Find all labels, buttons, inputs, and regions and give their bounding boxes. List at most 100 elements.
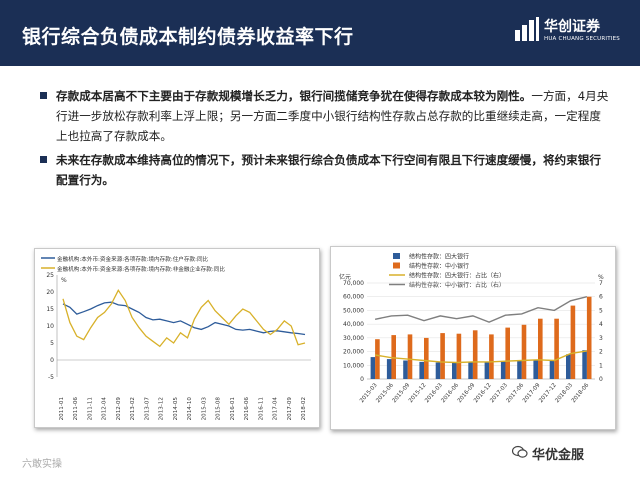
x-tick-label: 2016-01 — [230, 397, 236, 421]
structured-deposit-chart: 结构性存款：四大银行结构性存款：中小银行结构性存款：四大银行：占比（右）结构性存… — [339, 253, 604, 405]
bullet-1-text: 一方面，4月央行进一步放松存款利率上浮上限；另一方面二季度中小银行结构性存款占总… — [56, 89, 609, 143]
bar-2 — [521, 324, 527, 379]
y2-tick-label: 4 — [599, 321, 603, 328]
y-tick-label: -5 — [48, 374, 54, 381]
x-tick-label: 2016-11 — [258, 397, 264, 421]
structured-deposit-chart-panel: 结构性存款：四大银行 结构性存款：中小银行结构性存款：四大银行：占比（右） 结构性存… — [330, 246, 616, 430]
bar-2 — [570, 305, 576, 379]
bar-2 — [407, 334, 413, 379]
x-tick-label: 2013-12 — [159, 397, 165, 420]
y-axis-unit: % — [61, 277, 67, 284]
bullet-2-bold: 未来在存款成本维持高位的情况下，预计未来银行综合负债成本下行空间有限且下行速度缓… — [56, 153, 601, 187]
y2-tick-label: 7 — [599, 280, 603, 287]
logo-mark-icon — [515, 17, 539, 41]
bar-1 — [403, 360, 408, 379]
bar-2 — [586, 296, 592, 379]
ratio-line-2 — [374, 296, 588, 323]
bullet-item-1: 存款成本居高不下主要由于存款规模增长乏力，银行间揽储竞争犹在使得存款成本较为刚性… — [40, 86, 612, 146]
legend-swatch-1 — [393, 253, 400, 259]
x-tick-label: 2011-01 — [59, 397, 65, 421]
slide-header: 银行综合负债成本制约债券收益率下行 华创证券 HUA CHUANG SECURI… — [0, 0, 640, 66]
bar-1 — [419, 361, 424, 379]
right-axis-unit: % — [598, 274, 604, 281]
legend-label-4: 结构性存款：中小银行：占比（右） — [409, 281, 505, 289]
y-tick-label: 20 — [46, 289, 54, 296]
x-tick-label: 2011-11 — [87, 397, 93, 421]
bullet-item-2: 未来在存款成本维持高位的情况下，预计未来银行综合负债成本下行空间有限且下行速度缓… — [40, 150, 612, 190]
x-tick-label: 2013-02 — [130, 397, 136, 420]
bar-1 — [386, 359, 392, 379]
y-tick-label: 50,000 — [343, 307, 364, 314]
legend-label-2: 金融机构:本外币:资金来源:各项存款:境内存款:非金融企业存款:同比 — [57, 265, 225, 273]
y-tick-label: 0 — [50, 357, 54, 364]
x-tick-label: 2018-06 — [571, 382, 591, 404]
y2-tick-label: 3 — [599, 335, 603, 342]
bullet-1-bold: 存款成本居高不下主要由于存款规模增长乏力，银行间揽储竞争犹在使得存款成本较为刚性… — [56, 89, 532, 103]
deposit-growth-chart-panel: 金融机构:本外币:资金来源:各项存款:境内存款:住户存款:同比金融机构:本外币:… — [34, 248, 320, 428]
bar-2 — [424, 337, 429, 379]
x-tick-label: 2014-10 — [187, 397, 193, 421]
footer-brand: 华优金服 — [532, 448, 585, 463]
series-line-2 — [62, 289, 306, 348]
bar-2 — [489, 334, 494, 379]
bar-2 — [472, 330, 478, 379]
y-tick-label: 70,000 — [343, 280, 364, 287]
bar-1 — [452, 362, 457, 379]
legend-label-3: 结构性存款：四大银行：占比（右） — [409, 272, 505, 280]
y-tick-label: 15 — [46, 306, 54, 313]
y-tick-label: 10 — [46, 323, 54, 330]
y-tick-label: 5 — [50, 340, 54, 347]
bar-2 — [456, 333, 462, 379]
bar-2 — [391, 335, 396, 379]
y-tick-label: 60,000 — [343, 294, 364, 301]
bar-1 — [582, 350, 587, 379]
wechat-icon — [512, 445, 528, 458]
y2-tick-label: 5 — [599, 307, 603, 314]
bar-2 — [440, 333, 445, 379]
y2-tick-label: 6 — [599, 294, 603, 301]
bar-1 — [533, 359, 538, 379]
footer-watermark: 六敢实操 — [22, 459, 62, 470]
bar-1 — [549, 360, 555, 379]
legend-label-2: 结构性存款：中小银行 — [409, 262, 469, 270]
ratio-line-1 — [374, 350, 588, 364]
bar-2 — [538, 318, 543, 379]
bar-1 — [370, 357, 376, 379]
y2-tick-label: 2 — [599, 349, 603, 356]
x-tick-label: 2018-02 — [301, 397, 307, 420]
y2-tick-label: 0 — [599, 376, 603, 383]
x-tick-label: 2014-05 — [173, 397, 179, 421]
bar-1 — [566, 354, 571, 379]
company-logo: 华创证券 HUA CHUANG SECURITIES — [514, 14, 626, 54]
logo-name: 华创证券 — [544, 19, 600, 35]
y-tick-label: 25 — [46, 272, 54, 279]
series-line-1 — [62, 301, 306, 336]
bar-2 — [554, 318, 559, 379]
bar-1 — [468, 361, 473, 379]
deposit-growth-chart: 金融机构:本外币:资金来源:各项存款:境内存款:住户存款:同比金融机构:本外币:… — [41, 255, 311, 421]
x-tick-label: 2015-03 — [201, 397, 207, 421]
legend-label-1: 金融机构:本外币:资金来源:各项存款:境内存款:住户存款:同比 — [57, 255, 209, 263]
bar-1 — [517, 360, 522, 379]
y-tick-label: 40,000 — [343, 321, 364, 328]
bar-1 — [435, 362, 441, 379]
y2-tick-label: 1 — [599, 362, 603, 369]
legend-label-1: 结构性存款：四大银行 — [409, 253, 469, 261]
x-tick-label: 2012-09 — [116, 397, 122, 421]
bar-1 — [484, 361, 490, 379]
slide-title: 银行综合负债成本制约债券收益率下行 — [22, 26, 354, 48]
y-tick-label: 30,000 — [343, 335, 364, 342]
y-tick-label: 20,000 — [343, 349, 364, 356]
x-tick-label: 2017-09 — [287, 397, 293, 421]
legend-swatch-2 — [393, 262, 400, 269]
bar-1 — [500, 361, 506, 379]
bar-2 — [505, 327, 510, 379]
left-axis-unit: 亿元 — [339, 273, 351, 281]
x-tick-label: 2015-08 — [216, 397, 222, 421]
x-tick-label: 2016-06 — [244, 397, 250, 421]
x-tick-label: 2013-07 — [144, 397, 150, 421]
x-tick-label: 2012-04 — [102, 397, 108, 421]
bullet-list: 存款成本居高不下主要由于存款规模增长乏力，银行间揽储竞争犹在使得存款成本较为刚性… — [40, 86, 612, 194]
y-tick-label: 10,000 — [343, 362, 364, 369]
x-tick-label: 2011-06 — [73, 397, 79, 421]
